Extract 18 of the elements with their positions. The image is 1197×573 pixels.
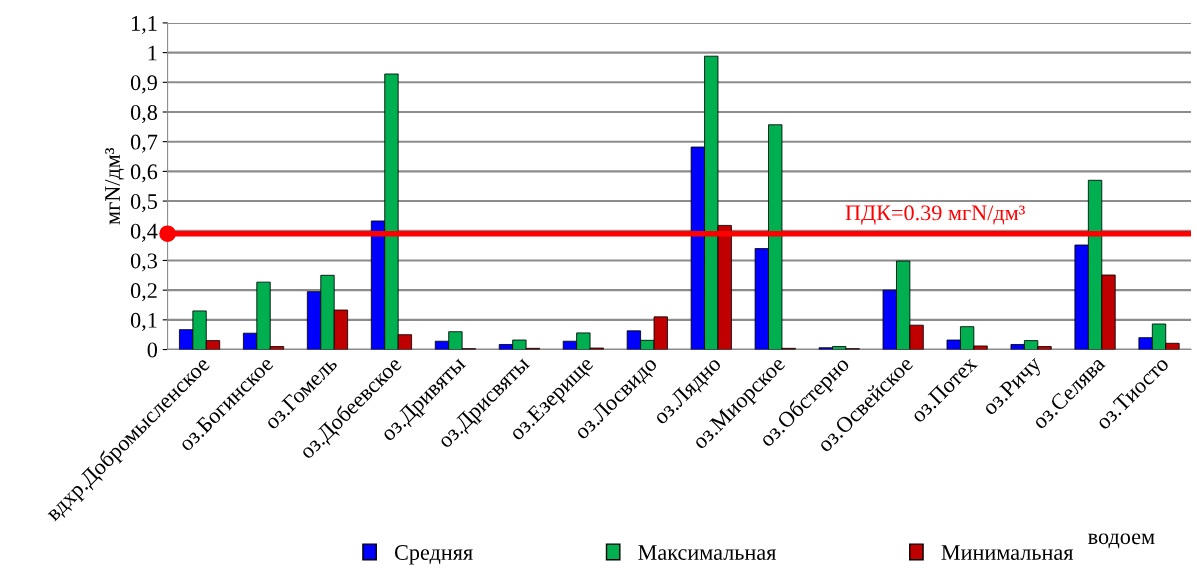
y-tick-label: 1,1 bbox=[132, 15, 157, 35]
x-axis-title: водоем bbox=[1088, 533, 1155, 549]
y-tick-label: 0,3 bbox=[130, 253, 157, 272]
legend-label: Минимальная bbox=[941, 545, 1074, 560]
y-tick-label: 0 bbox=[147, 342, 158, 358]
y-tick-label: 0,9 bbox=[130, 75, 157, 94]
y-tick-label: 0,8 bbox=[130, 104, 158, 124]
y-tick-label: 0,4 bbox=[130, 223, 158, 242]
y-tick-label: 0,2 bbox=[130, 283, 157, 302]
y-tick-label: 0,6 bbox=[130, 164, 158, 183]
y-tick-label: 0,7 bbox=[130, 134, 158, 153]
y-tick-label: 1 bbox=[148, 45, 157, 61]
y-axis-title: мгN/дм³ bbox=[105, 147, 125, 225]
legend-label: Максимальная bbox=[638, 545, 777, 560]
y-tick-label: 0,1 bbox=[130, 312, 157, 331]
y-tick-label: 0,5 bbox=[130, 194, 157, 213]
ref-line-label: ПДК=0.39 мгN/дм³ bbox=[845, 205, 1025, 225]
legend-label: Средняя bbox=[394, 545, 473, 565]
